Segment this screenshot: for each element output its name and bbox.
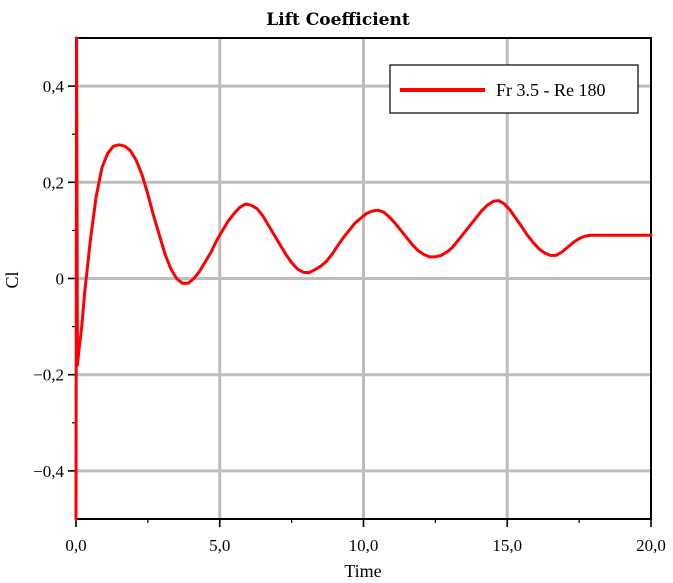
x-tick-label-2: 10,0 — [349, 536, 379, 555]
series-line-0 — [74, 36, 653, 521]
x-tick-label-4: 20,0 — [636, 536, 666, 555]
y-axis-label: Cl — [2, 271, 22, 288]
x-tick-label-0: 0,0 — [65, 536, 86, 555]
x-axis-label: Time — [344, 561, 381, 581]
y-tick-label-2: 0 — [56, 270, 65, 289]
series-layer — [74, 36, 653, 521]
y-tick-label-1: −0,2 — [33, 366, 64, 385]
y-tick-label-4: 0,4 — [43, 77, 65, 96]
y-tick-label-3: 0,2 — [43, 173, 64, 192]
x-tick-label-3: 15,0 — [492, 536, 522, 555]
legend: Fr 3.5 - Re 180 — [389, 64, 639, 114]
x-tick-label-1: 5,0 — [209, 536, 230, 555]
y-axis-ticks: −0,4 −0,2 0 0,2 0,4 — [33, 77, 76, 481]
grid-lines — [76, 38, 651, 519]
legend-label: Fr 3.5 - Re 180 — [496, 80, 606, 100]
chart-title: Lift Coefficient — [266, 10, 410, 30]
x-axis-ticks: 0,0 5,0 10,0 15,0 20,0 — [65, 519, 666, 555]
y-tick-label-0: −0,4 — [33, 462, 64, 481]
